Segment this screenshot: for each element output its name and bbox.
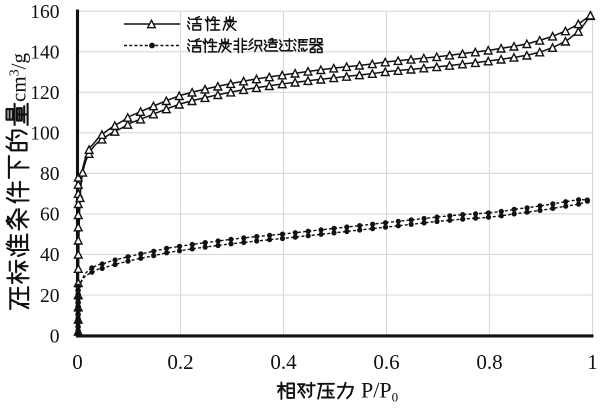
svg-text:100: 100 — [30, 124, 59, 145]
svg-text:1: 1 — [587, 350, 598, 374]
svg-text:0: 0 — [50, 326, 60, 347]
svg-text:0.2: 0.2 — [167, 350, 193, 374]
svg-text:0.6: 0.6 — [373, 350, 399, 374]
svg-text:160: 160 — [30, 2, 59, 23]
svg-text:0.8: 0.8 — [476, 350, 502, 374]
svg-text:cm3/g: cm3/g — [7, 53, 31, 102]
svg-text:60: 60 — [40, 205, 60, 226]
svg-text:40: 40 — [40, 245, 60, 266]
svg-text:120: 120 — [30, 83, 59, 104]
svg-text:80: 80 — [40, 164, 60, 185]
svg-text:20: 20 — [40, 286, 60, 307]
svg-text:140: 140 — [30, 43, 59, 64]
svg-text:0.4: 0.4 — [270, 350, 297, 374]
svg-text:0: 0 — [72, 350, 83, 374]
